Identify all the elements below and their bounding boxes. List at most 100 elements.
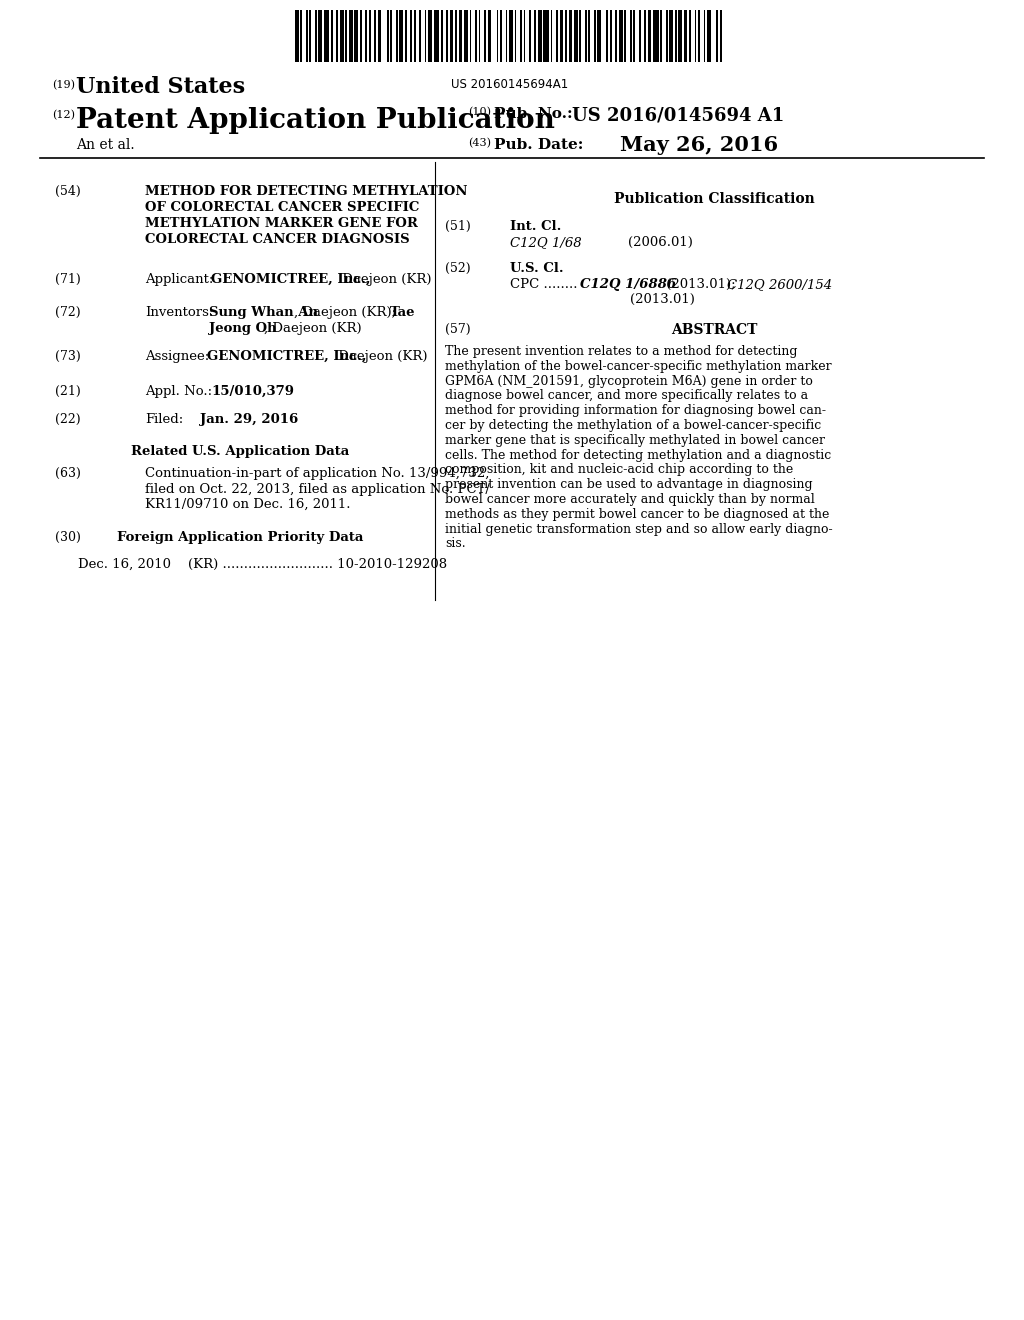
Bar <box>331 11 333 62</box>
Bar <box>446 11 449 62</box>
Text: Int. Cl.: Int. Cl. <box>510 220 561 234</box>
Text: (2013.01): (2013.01) <box>630 293 695 306</box>
Text: 15/010,379: 15/010,379 <box>211 385 294 399</box>
Bar <box>369 11 371 62</box>
Bar <box>585 11 587 62</box>
Bar <box>589 11 590 62</box>
Text: (12): (12) <box>52 110 75 120</box>
Bar <box>295 11 299 62</box>
Text: United States: United States <box>76 77 245 98</box>
Text: (71): (71) <box>55 273 81 286</box>
Text: May 26, 2016: May 26, 2016 <box>620 135 778 154</box>
Text: (21): (21) <box>55 385 81 399</box>
Bar <box>615 11 617 62</box>
Bar <box>309 11 311 62</box>
Bar <box>538 11 542 62</box>
Bar <box>487 11 492 62</box>
Text: (10): (10) <box>468 107 490 117</box>
Bar <box>708 11 711 62</box>
Text: US 20160145694A1: US 20160145694A1 <box>452 78 568 91</box>
Bar <box>337 11 338 62</box>
Text: US 2016/0145694 A1: US 2016/0145694 A1 <box>572 107 784 125</box>
Bar <box>349 11 352 62</box>
Bar <box>618 11 623 62</box>
Bar <box>551 11 552 62</box>
Text: (2013.01);: (2013.01); <box>662 279 735 290</box>
Bar <box>703 11 706 62</box>
Bar <box>523 11 525 62</box>
Bar <box>414 11 416 62</box>
Bar <box>425 11 426 62</box>
Text: Applicant:: Applicant: <box>145 273 213 286</box>
Bar <box>433 11 439 62</box>
Bar <box>689 11 691 62</box>
Bar <box>630 11 632 62</box>
Bar <box>314 11 316 62</box>
Text: METHYLATION MARKER GENE FOR: METHYLATION MARKER GENE FOR <box>145 216 418 230</box>
Bar <box>354 11 358 62</box>
Text: cells. The method for detecting methylation and a diagnostic: cells. The method for detecting methylat… <box>445 449 831 462</box>
Text: diagnose bowel cancer, and more specifically relates to a: diagnose bowel cancer, and more specific… <box>445 389 808 403</box>
Bar <box>456 11 457 62</box>
Text: Inventors:: Inventors: <box>145 306 213 319</box>
Text: Pub. No.:: Pub. No.: <box>494 107 572 121</box>
Text: filed on Oct. 22, 2013, filed as application No. PCT/: filed on Oct. 22, 2013, filed as applica… <box>145 483 489 495</box>
Text: (43): (43) <box>468 139 490 148</box>
Text: (57): (57) <box>445 323 471 337</box>
Text: initial genetic transformation step and so allow early diagno-: initial genetic transformation step and … <box>445 523 833 536</box>
Bar <box>698 11 700 62</box>
Bar <box>506 11 508 62</box>
Bar <box>340 11 344 62</box>
Text: C12Q 1/68: C12Q 1/68 <box>510 236 582 249</box>
Text: (22): (22) <box>55 413 81 426</box>
Text: Related U.S. Application Data: Related U.S. Application Data <box>131 445 349 458</box>
Text: (19): (19) <box>52 81 75 90</box>
Text: (51): (51) <box>445 220 471 234</box>
Text: cer by detecting the methylation of a bowel-cancer-specific: cer by detecting the methylation of a bo… <box>445 418 821 432</box>
Bar <box>556 11 558 62</box>
Bar <box>396 11 397 62</box>
Bar <box>544 11 549 62</box>
Text: , Daejeon (KR);: , Daejeon (KR); <box>294 306 396 319</box>
Bar <box>610 11 611 62</box>
Bar <box>500 11 502 62</box>
Text: U.S. Cl.: U.S. Cl. <box>510 261 563 275</box>
Text: Appl. No.:: Appl. No.: <box>145 385 212 399</box>
Text: Filed:: Filed: <box>145 413 183 426</box>
Bar <box>666 11 668 62</box>
Text: C12Q 1/6886: C12Q 1/6886 <box>580 279 676 290</box>
Text: Pub. Date:: Pub. Date: <box>494 139 584 152</box>
Bar <box>515 11 516 62</box>
Bar <box>318 11 322 62</box>
Bar <box>475 11 477 62</box>
Bar <box>653 11 658 62</box>
Text: An et al.: An et al. <box>76 139 134 152</box>
Bar <box>324 11 329 62</box>
Text: (2006.01): (2006.01) <box>628 236 693 249</box>
Bar <box>648 11 651 62</box>
Bar <box>568 11 572 62</box>
Bar <box>404 11 407 62</box>
Bar <box>606 11 608 62</box>
Bar <box>374 11 376 62</box>
Bar <box>419 11 421 62</box>
Bar <box>670 11 673 62</box>
Bar <box>387 11 388 62</box>
Bar <box>716 11 718 62</box>
Bar <box>366 11 367 62</box>
Text: Patent Application Publication: Patent Application Publication <box>76 107 555 135</box>
Bar <box>529 11 530 62</box>
Text: GENOMICTREE, Inc.,: GENOMICTREE, Inc., <box>211 273 371 286</box>
Bar <box>535 11 537 62</box>
Bar <box>411 11 412 62</box>
Bar <box>625 11 627 62</box>
Text: Dec. 16, 2010    (KR) .......................... 10-2010-129208: Dec. 16, 2010 (KR) .....................… <box>78 558 447 572</box>
Bar <box>509 11 513 62</box>
Bar <box>459 11 463 62</box>
Text: composition, kit and nucleic-acid chip according to the: composition, kit and nucleic-acid chip a… <box>445 463 794 477</box>
Text: , Daejeon (KR): , Daejeon (KR) <box>264 322 361 335</box>
Bar <box>306 11 307 62</box>
Bar <box>359 11 361 62</box>
Bar <box>597 11 601 62</box>
Text: C12Q 2600/154: C12Q 2600/154 <box>727 279 833 290</box>
